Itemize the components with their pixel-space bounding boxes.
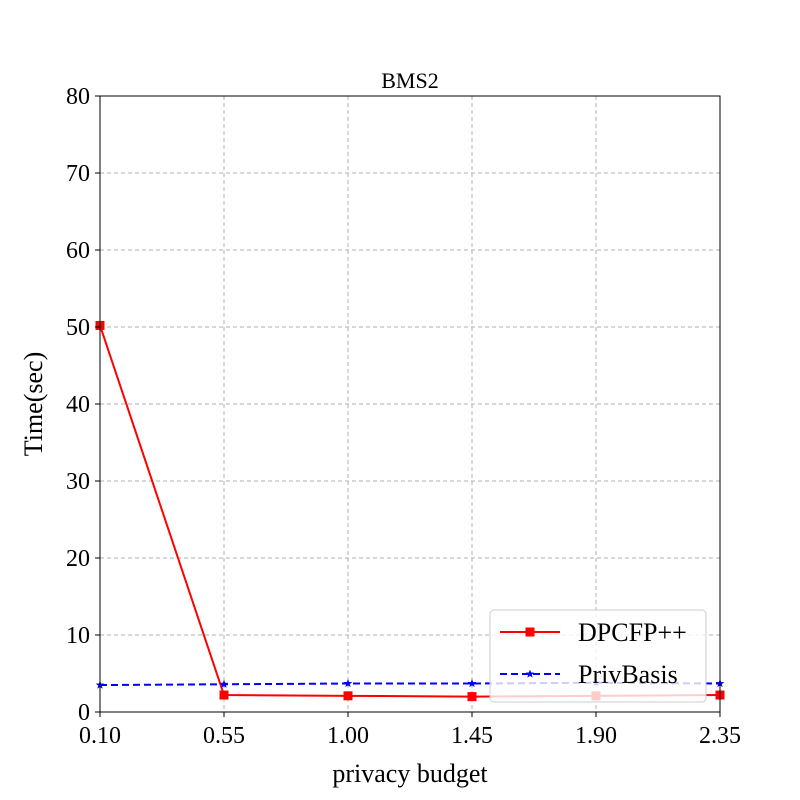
data-point [343, 691, 353, 701]
x-tick-label: 1.45 [451, 723, 493, 749]
legend-label: DPCFP++ [578, 618, 687, 647]
y-tick-label: 0 [78, 700, 90, 726]
y-tick-label: 20 [66, 546, 90, 572]
chart-title: BMS2 [381, 68, 438, 93]
y-tick-label: 80 [66, 84, 90, 110]
legend-swatch-marker [525, 669, 535, 678]
series-line [99, 681, 721, 687]
x-tick-label: 0.10 [79, 723, 121, 749]
y-tick-label: 40 [66, 392, 90, 418]
data-point [343, 679, 353, 688]
x-tick-label: 1.00 [327, 723, 369, 749]
data-point [219, 679, 229, 688]
y-tick-label: 10 [66, 623, 90, 649]
legend: DPCFP++ PrivBasis [489, 609, 707, 703]
x-tick-label: 2.35 [699, 723, 741, 749]
data-point [467, 679, 477, 688]
data-point [219, 690, 229, 700]
data-point [467, 692, 477, 702]
y-axis-title: Time(sec) [19, 352, 48, 456]
x-axis-title: privacy budget [332, 759, 488, 788]
y-tick-label: 50 [66, 315, 90, 341]
y-tick-label: 30 [66, 469, 90, 495]
legend-label: PrivBasis [578, 660, 678, 689]
x-tick-label: 1.90 [575, 723, 617, 749]
x-tick-label: 0.55 [203, 723, 245, 749]
legend-swatch-marker [525, 627, 535, 637]
ticks: 0.10 0.55 1.00 1.45 1.90 2.35 0 10 20 30 40 50 60 70 8… [66, 84, 741, 749]
y-tick-label: 60 [66, 238, 90, 264]
legend-entry: DPCFP++ [500, 618, 687, 647]
y-tick-label: 70 [66, 161, 90, 187]
legend-entry: PrivBasis [500, 660, 678, 689]
